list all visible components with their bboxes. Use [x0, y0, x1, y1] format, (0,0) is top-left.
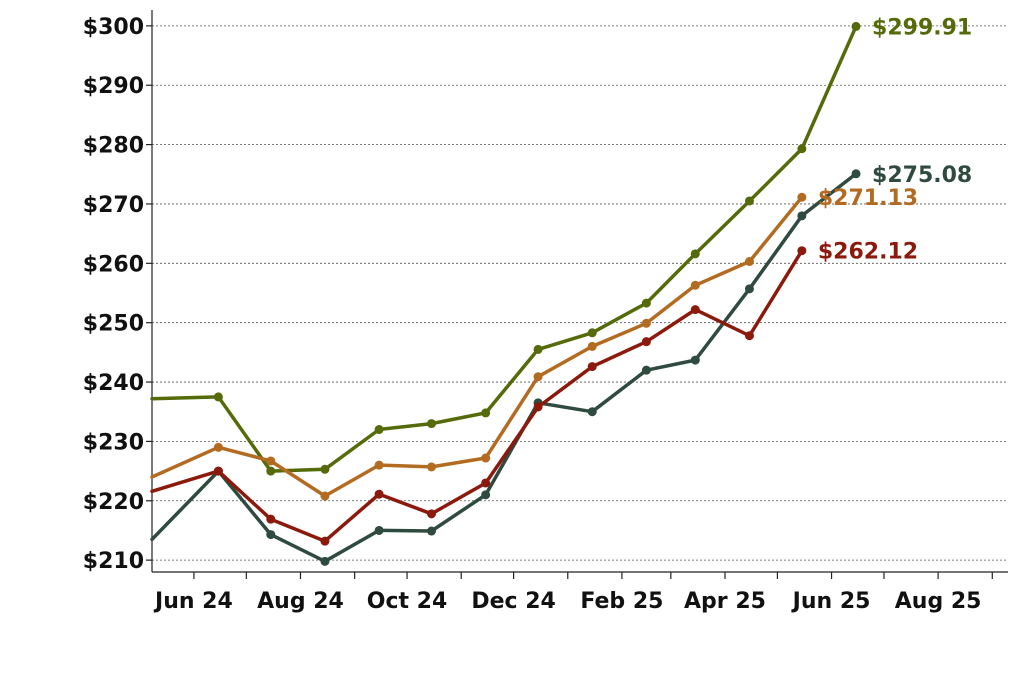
data-point — [320, 536, 330, 546]
data-point — [744, 284, 754, 294]
data-point — [481, 490, 491, 500]
series-line — [150, 24, 858, 473]
data-point — [587, 362, 597, 372]
series-end-label: $299.91 — [872, 15, 972, 40]
x-tick-label: Feb 25 — [580, 589, 663, 614]
y-tick-label: $230 — [83, 430, 144, 455]
x-tick-label: Jun 25 — [791, 589, 871, 614]
x-axis: Jun 24 Aug 24 Oct 24 Dec 24 Feb 25 Apr 25 Jun … — [152, 571, 1008, 614]
data-point — [797, 246, 807, 256]
data-point — [587, 407, 597, 417]
data-point — [797, 144, 807, 154]
y-tick-label: $270 — [83, 193, 144, 218]
data-point — [481, 408, 491, 418]
data-point — [641, 298, 651, 308]
data-point — [533, 402, 543, 412]
y-tick-label: $210 — [83, 549, 144, 574]
data-point — [641, 318, 651, 328]
data-point — [213, 442, 223, 452]
data-point — [641, 337, 651, 347]
data-point — [266, 456, 276, 466]
data-point — [690, 249, 700, 259]
data-point — [320, 556, 330, 566]
y-tick-label: $240 — [83, 371, 144, 396]
y-axis: $210 $220 $230 $240 $250 $260 $270 $280 $290 $300 — [83, 10, 153, 574]
x-tick-label: Dec 24 — [471, 589, 556, 614]
data-point — [587, 341, 597, 351]
data-point — [374, 525, 384, 535]
data-point — [797, 192, 807, 202]
data-point — [744, 196, 754, 206]
y-tick-label: $290 — [83, 74, 144, 99]
data-point — [266, 466, 276, 476]
y-tick-label: $260 — [83, 252, 144, 277]
series-end-label: $271.13 — [818, 186, 918, 211]
y-tick-label: $280 — [83, 134, 144, 159]
gridlines — [152, 25, 1008, 561]
end-labels: $299.91 $275.08$271.13 $262.12 — [818, 15, 972, 264]
data-point — [690, 355, 700, 365]
data-point — [744, 331, 754, 341]
series-end-label: $262.12 — [818, 240, 918, 265]
data-point — [797, 211, 807, 221]
series-group — [150, 21, 861, 566]
x-tick-label: Apr 25 — [684, 589, 766, 614]
data-point — [427, 509, 437, 519]
data-point — [641, 365, 651, 375]
x-tick-label: Aug 25 — [895, 589, 982, 614]
y-tick-label: $220 — [83, 490, 144, 515]
series-line — [150, 172, 858, 564]
y-tick-label: $300 — [83, 15, 144, 40]
series-end-label: $275.08 — [872, 163, 972, 188]
data-point — [481, 478, 491, 488]
data-point — [690, 280, 700, 290]
data-point — [320, 464, 330, 474]
data-point — [374, 460, 384, 470]
data-point — [427, 462, 437, 472]
data-point — [374, 425, 384, 435]
data-point — [213, 466, 223, 476]
data-point — [266, 530, 276, 540]
series-line — [150, 248, 804, 543]
x-tick-label: Aug 24 — [257, 589, 344, 614]
data-point — [851, 21, 861, 31]
data-point — [374, 489, 384, 499]
x-tick-label: Jun 24 — [153, 589, 233, 614]
data-point — [427, 419, 437, 429]
data-point — [690, 305, 700, 315]
data-point — [851, 169, 861, 179]
data-point — [533, 372, 543, 382]
x-tick-label: Oct 24 — [367, 589, 448, 614]
data-point — [320, 491, 330, 501]
y-tick-label: $250 — [83, 312, 144, 337]
data-point — [481, 453, 491, 463]
data-point — [213, 392, 223, 402]
data-point — [587, 328, 597, 338]
data-point — [266, 514, 276, 524]
data-point — [533, 344, 543, 354]
data-point — [427, 526, 437, 536]
data-point — [744, 257, 754, 267]
